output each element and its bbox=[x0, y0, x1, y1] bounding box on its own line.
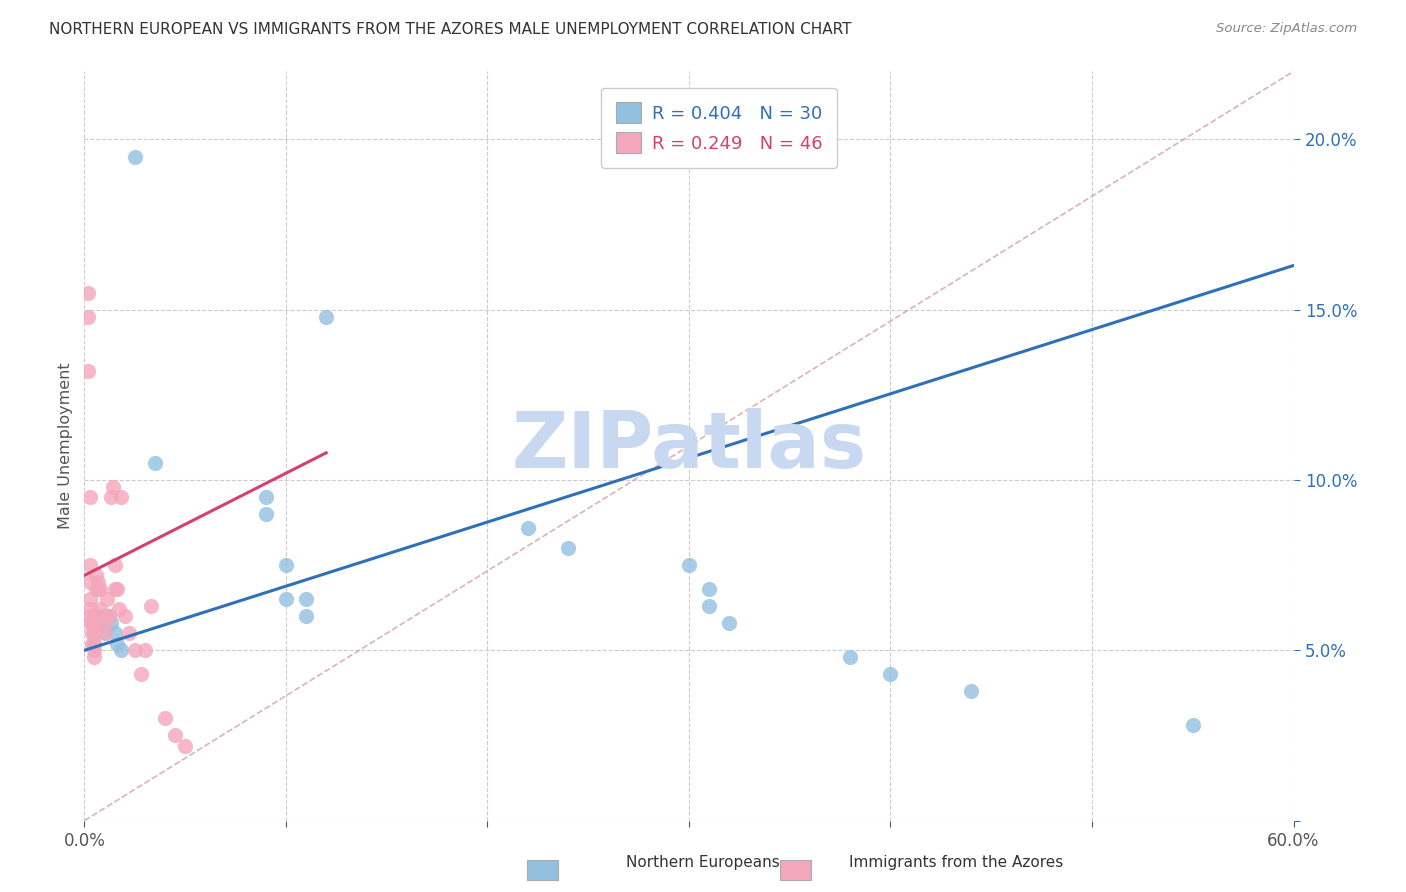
Point bbox=[118, 626, 141, 640]
Point bbox=[516, 521, 538, 535]
Point bbox=[295, 609, 318, 624]
Point bbox=[254, 507, 277, 521]
Point bbox=[89, 616, 111, 631]
Point bbox=[165, 729, 187, 743]
Text: Northern Europeans: Northern Europeans bbox=[626, 855, 780, 870]
Point bbox=[718, 616, 741, 631]
Point bbox=[124, 149, 146, 163]
Point bbox=[83, 626, 105, 640]
Text: ZIPatlas: ZIPatlas bbox=[512, 408, 866, 484]
Point bbox=[79, 490, 101, 504]
Point bbox=[83, 616, 105, 631]
Point bbox=[110, 643, 132, 657]
Point bbox=[83, 636, 105, 650]
Point bbox=[107, 602, 129, 616]
Point bbox=[274, 592, 297, 607]
Point bbox=[93, 609, 115, 624]
Point bbox=[153, 711, 176, 725]
Point bbox=[87, 582, 110, 596]
Point bbox=[83, 643, 105, 657]
Point bbox=[678, 558, 700, 573]
Point bbox=[82, 616, 104, 631]
Point bbox=[82, 626, 104, 640]
Point bbox=[295, 592, 318, 607]
Point bbox=[89, 582, 111, 596]
Point bbox=[89, 602, 111, 616]
Point bbox=[557, 541, 579, 556]
Point bbox=[274, 558, 297, 573]
Point bbox=[97, 609, 120, 624]
Point bbox=[93, 616, 115, 631]
Point bbox=[79, 575, 101, 590]
Point bbox=[89, 609, 111, 624]
Text: Source: ZipAtlas.com: Source: ZipAtlas.com bbox=[1216, 22, 1357, 36]
Point bbox=[139, 599, 162, 613]
Point bbox=[100, 616, 122, 631]
Point bbox=[960, 684, 983, 698]
Point bbox=[77, 310, 100, 324]
Point bbox=[86, 582, 108, 596]
Point bbox=[83, 626, 105, 640]
Point bbox=[114, 609, 136, 624]
Point bbox=[83, 650, 105, 665]
Point bbox=[83, 609, 105, 624]
Text: NORTHERN EUROPEAN VS IMMIGRANTS FROM THE AZORES MALE UNEMPLOYMENT CORRELATION CH: NORTHERN EUROPEAN VS IMMIGRANTS FROM THE… bbox=[49, 22, 852, 37]
Point bbox=[839, 650, 862, 665]
Point bbox=[254, 490, 277, 504]
Point bbox=[87, 575, 110, 590]
Point bbox=[79, 558, 101, 573]
Point bbox=[93, 616, 115, 631]
Point bbox=[143, 456, 166, 470]
Point bbox=[77, 364, 100, 378]
Point bbox=[93, 626, 115, 640]
Y-axis label: Male Unemployment: Male Unemployment bbox=[58, 363, 73, 529]
Point bbox=[96, 592, 118, 607]
Point bbox=[83, 636, 105, 650]
Point bbox=[105, 636, 128, 650]
Point bbox=[86, 568, 108, 582]
Point bbox=[129, 667, 152, 681]
Point bbox=[100, 490, 122, 504]
Point bbox=[77, 285, 100, 300]
Point bbox=[104, 558, 127, 573]
Point bbox=[97, 609, 120, 624]
Point bbox=[879, 667, 901, 681]
Point bbox=[93, 626, 115, 640]
Point bbox=[101, 480, 124, 494]
Point bbox=[79, 602, 101, 616]
Point bbox=[104, 582, 127, 596]
Bar bbox=[780, 860, 811, 880]
Point bbox=[82, 636, 104, 650]
Point bbox=[79, 592, 101, 607]
Point bbox=[134, 643, 156, 657]
Point bbox=[79, 609, 101, 624]
Legend: R = 0.404   N = 30, R = 0.249   N = 46: R = 0.404 N = 30, R = 0.249 N = 46 bbox=[602, 88, 837, 168]
Point bbox=[1181, 718, 1204, 732]
Point bbox=[105, 582, 128, 596]
Point bbox=[697, 599, 720, 613]
Point bbox=[110, 490, 132, 504]
Point bbox=[104, 626, 127, 640]
Point bbox=[174, 739, 197, 753]
Point bbox=[124, 643, 146, 657]
Text: Immigrants from the Azores: Immigrants from the Azores bbox=[849, 855, 1063, 870]
Point bbox=[79, 616, 101, 631]
Point bbox=[697, 582, 720, 596]
Point bbox=[315, 310, 337, 324]
Bar bbox=[527, 860, 558, 880]
